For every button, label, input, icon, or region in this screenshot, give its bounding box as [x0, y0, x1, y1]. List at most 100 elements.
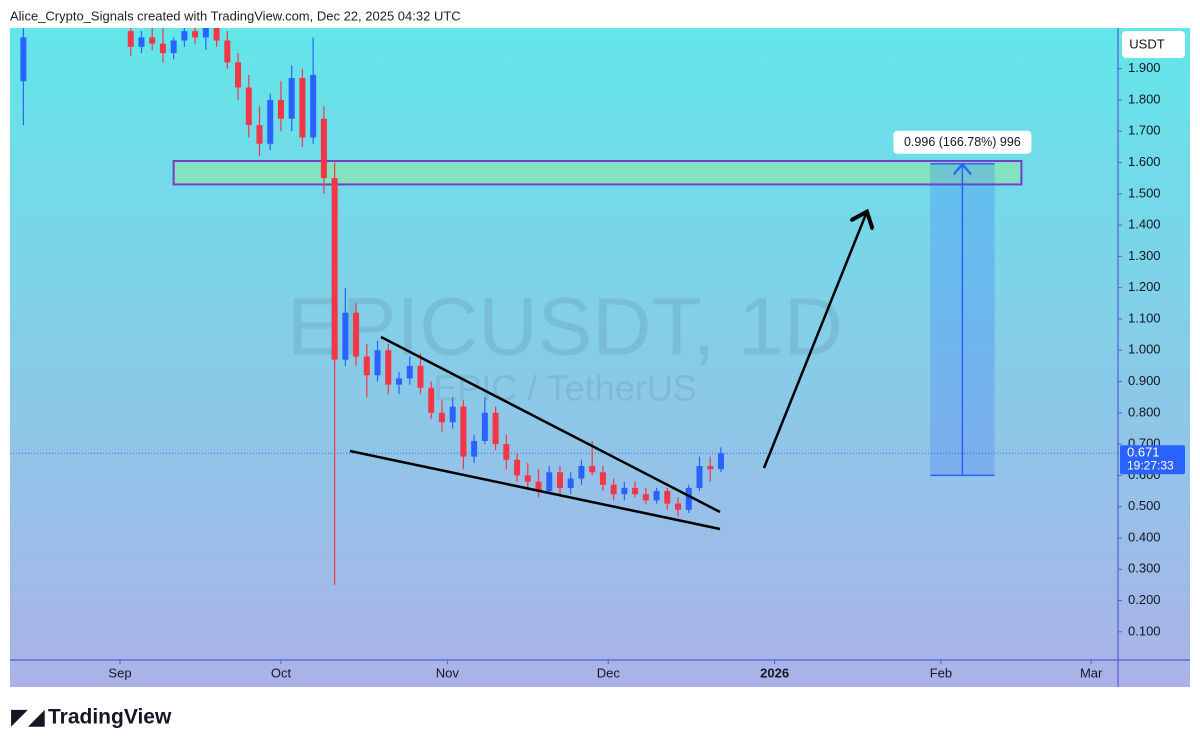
- candle-body: [374, 350, 381, 376]
- candle-body: [535, 481, 542, 492]
- y-tick-label: 1.000: [1128, 342, 1161, 357]
- y-tick-label: 1.200: [1128, 279, 1161, 294]
- trendline-upper: [380, 335, 721, 514]
- candle-body: [632, 487, 639, 495]
- plot-area: [10, 28, 1118, 585]
- candle-body: [20, 37, 27, 82]
- candle-body: [224, 40, 231, 63]
- candle-body: [396, 378, 403, 385]
- candle-body: [299, 78, 306, 138]
- last-price-label: 0.671: [1127, 445, 1160, 460]
- y-tick-label: 0.100: [1128, 623, 1161, 638]
- candle-body: [717, 453, 724, 470]
- measure-label-box: [893, 130, 1032, 154]
- projection-arrow: [762, 214, 866, 469]
- candle-body: [653, 491, 660, 501]
- candle-body: [449, 406, 456, 423]
- y-tick-label: 1.700: [1128, 123, 1161, 138]
- candle-body: [675, 503, 682, 510]
- candle-body: [310, 74, 317, 138]
- candle-body: [621, 487, 628, 495]
- candle-body: [127, 31, 134, 47]
- x-tick-label: Feb: [930, 665, 952, 680]
- y-tick-label: 1.600: [1128, 154, 1161, 169]
- logo-icon: ◤◢: [11, 704, 45, 729]
- candle-body: [514, 459, 521, 476]
- candle-body: [149, 37, 156, 44]
- candle-body: [685, 487, 692, 510]
- x-tick-label: Dec: [597, 665, 621, 680]
- header: Alice_Crypto_Signals created with Tradin…: [10, 8, 461, 23]
- candle-body: [556, 472, 563, 488]
- candle-body: [578, 466, 585, 479]
- candle-body: [707, 466, 714, 470]
- y-tick-label: 1.400: [1128, 217, 1161, 232]
- candle-body: [610, 484, 617, 495]
- candle-body: [267, 99, 274, 144]
- measure-label: 0.996 (166.78%) 996: [904, 135, 1021, 149]
- countdown: 19:27:33: [1127, 458, 1174, 472]
- candle-body: [320, 118, 327, 179]
- y-tick-label: 1.100: [1128, 310, 1161, 325]
- candle-body: [192, 31, 199, 38]
- candle-body: [481, 412, 488, 441]
- resistance-zone: [172, 159, 1023, 186]
- candle-body: [159, 43, 166, 54]
- candle-body: [503, 444, 510, 460]
- y-tick-label: 0.900: [1128, 373, 1161, 388]
- axes: 0.1000.2000.3000.4000.5000.6000.7000.800…: [108, 60, 1185, 680]
- candle-body: [181, 31, 188, 41]
- candle-body: [471, 440, 478, 457]
- y-tick-label: 0.500: [1128, 498, 1161, 513]
- watermark-title: EPICUSDT, 1D: [287, 282, 843, 373]
- candle-body: [288, 78, 295, 119]
- y-tick-label: 0.400: [1128, 529, 1161, 544]
- candle-body: [363, 356, 370, 376]
- candle-body: [235, 62, 242, 88]
- x-tick-label: Sep: [108, 665, 131, 680]
- x-tick-label: Oct: [271, 665, 292, 680]
- candle-body: [245, 87, 252, 125]
- candle-body: [353, 312, 360, 357]
- x-tick-label: Mar: [1080, 665, 1103, 680]
- unit-box: [1122, 31, 1185, 58]
- candle-body: [567, 478, 574, 488]
- candle-body: [417, 365, 424, 388]
- y-tick-label: 1.800: [1128, 91, 1161, 106]
- y-tick-label: 1.300: [1128, 248, 1161, 263]
- candle-body: [428, 387, 435, 413]
- y-tick-label: 0.800: [1128, 404, 1161, 419]
- candle-body: [438, 412, 445, 423]
- y-tick-label: 1.900: [1128, 60, 1161, 75]
- x-tick-label: 2026: [760, 665, 789, 680]
- candle-body: [492, 412, 499, 445]
- watermark-subtitle: EPIC / TetherUS: [433, 368, 696, 409]
- y-unit: USDT: [1129, 36, 1164, 51]
- y-tick-label: 0.200: [1128, 592, 1161, 607]
- candle-body: [213, 28, 220, 41]
- candle-body: [406, 365, 413, 379]
- y-tick-label: 1.500: [1128, 185, 1161, 200]
- candle-body: [202, 28, 209, 38]
- candle-body: [524, 475, 531, 482]
- candle-body: [256, 124, 263, 144]
- x-tick-label: Nov: [436, 665, 460, 680]
- candle-body: [599, 472, 606, 485]
- candle-body: [331, 178, 338, 360]
- candle-body: [277, 99, 284, 119]
- candle-body: [138, 37, 145, 47]
- candle-body: [342, 312, 349, 360]
- last-price-tag: [1120, 445, 1185, 475]
- candle-body: [460, 406, 467, 457]
- candle-body: [589, 466, 596, 473]
- candle-body: [546, 472, 553, 492]
- candle-body: [385, 350, 392, 385]
- candle-body: [664, 491, 671, 504]
- logo: TradingView: [48, 706, 172, 729]
- trendline-lower: [349, 449, 721, 531]
- candle-body: [170, 40, 177, 54]
- y-tick-label: 0.300: [1128, 561, 1161, 576]
- candle-body: [642, 494, 649, 501]
